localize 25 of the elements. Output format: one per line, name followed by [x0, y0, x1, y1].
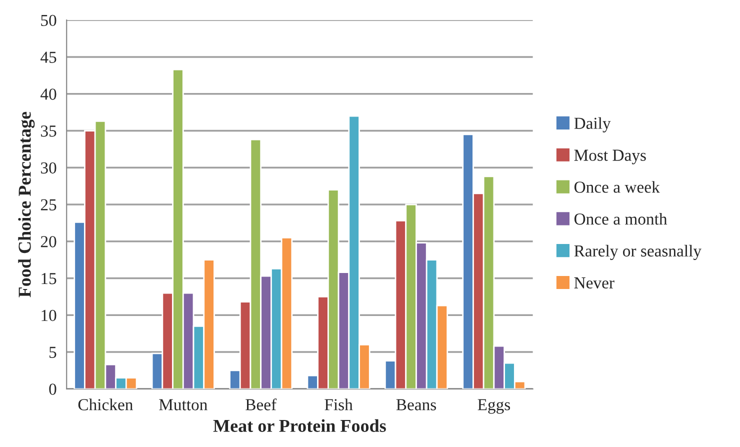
legend-label: Once a week [574, 181, 660, 193]
legend-label: Rarely or seasnally [574, 244, 702, 260]
y-tick-label: 40 [40, 88, 56, 100]
legend-label: Never [574, 277, 614, 288]
legend-label: Most Days [574, 150, 646, 164]
x-tick-label: Beef [246, 398, 277, 410]
y-tick-label: 30 [41, 162, 56, 174]
legend-label: Daily [574, 117, 611, 132]
x-tick-label: Fish [324, 398, 353, 410]
y-tick-label: 0 [49, 384, 56, 395]
x-tick-label: Beans [396, 399, 436, 410]
y-tick-label: 35 [41, 125, 56, 137]
y-tick-label: 10 [42, 310, 56, 322]
y-tick-label: 20 [40, 236, 56, 248]
y-axis-title: Food Choice Percentage [18, 112, 35, 298]
legend-label: Once a month [574, 212, 668, 225]
x-tick-label: Chicken [78, 398, 133, 410]
y-tick-label: 45 [40, 52, 56, 63]
x-tick-label: Mutton [159, 399, 208, 410]
y-tick-label: 5 [50, 346, 56, 358]
x-tick-label: Eggs [478, 399, 510, 414]
y-tick-label: 25 [40, 199, 56, 210]
x-axis-title: Meat or Protein Foods [213, 419, 386, 432]
y-tick-label: 15 [42, 273, 56, 284]
y-tick-label: 50 [41, 14, 56, 26]
